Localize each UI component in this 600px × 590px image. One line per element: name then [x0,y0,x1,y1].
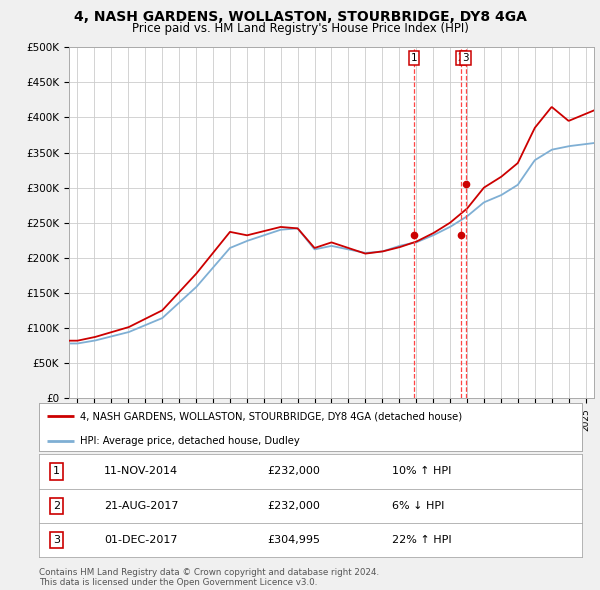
Text: £232,000: £232,000 [267,501,320,510]
Text: 10% ↑ HPI: 10% ↑ HPI [392,467,451,476]
Text: 2: 2 [458,53,464,63]
Text: 6% ↓ HPI: 6% ↓ HPI [392,501,445,510]
Text: 3: 3 [53,535,60,545]
Text: 3: 3 [463,53,469,63]
Text: 01-DEC-2017: 01-DEC-2017 [104,535,178,545]
Text: 21-AUG-2017: 21-AUG-2017 [104,501,179,510]
Text: 22% ↑ HPI: 22% ↑ HPI [392,535,452,545]
Text: Price paid vs. HM Land Registry's House Price Index (HPI): Price paid vs. HM Land Registry's House … [131,22,469,35]
Text: 2: 2 [53,501,60,510]
Text: 11-NOV-2014: 11-NOV-2014 [104,467,178,476]
Text: £232,000: £232,000 [267,467,320,476]
Text: 1: 1 [410,53,417,63]
Text: HPI: Average price, detached house, Dudley: HPI: Average price, detached house, Dudl… [80,435,299,445]
Text: 4, NASH GARDENS, WOLLASTON, STOURBRIDGE, DY8 4GA: 4, NASH GARDENS, WOLLASTON, STOURBRIDGE,… [74,10,526,24]
Text: 1: 1 [53,467,60,476]
Text: Contains HM Land Registry data © Crown copyright and database right 2024.
This d: Contains HM Land Registry data © Crown c… [39,568,379,587]
Text: £304,995: £304,995 [267,535,320,545]
Text: 4, NASH GARDENS, WOLLASTON, STOURBRIDGE, DY8 4GA (detached house): 4, NASH GARDENS, WOLLASTON, STOURBRIDGE,… [80,411,462,421]
